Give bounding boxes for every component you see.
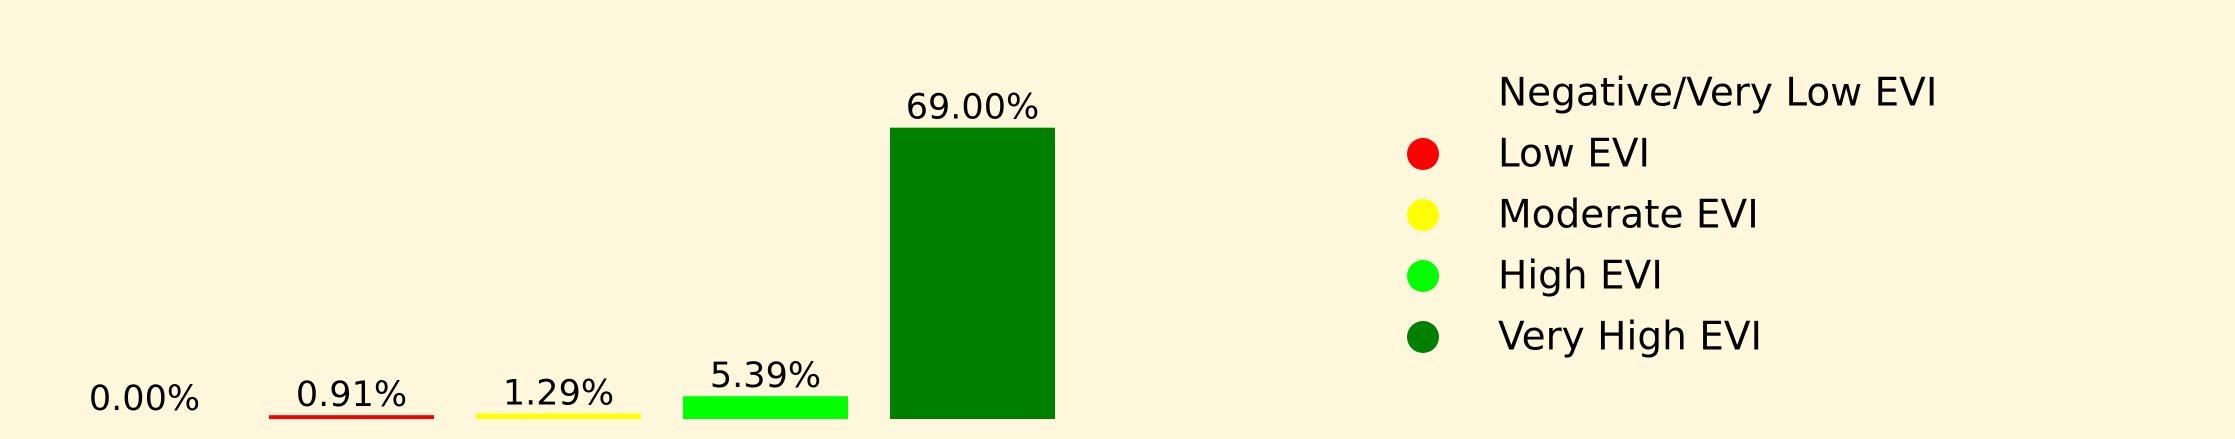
bars-layer — [269, 127, 1055, 420]
legend-label-1: Low EVI — [1498, 132, 1650, 177]
data-label-0: 0.00% — [89, 379, 200, 419]
legend-marker-2 — [1407, 199, 1439, 231]
bar-2 — [476, 413, 641, 419]
legend-label-4: Very High EVI — [1498, 315, 1762, 360]
legend-label-3: High EVI — [1498, 254, 1663, 299]
data-labels-layer: 0.00% 0.91% 1.29% 5.39% 69.00% — [89, 88, 1039, 419]
data-label-3: 5.39% — [710, 356, 821, 396]
legend-label-0: Negative/Very Low EVI — [1498, 71, 1937, 116]
data-label-1: 0.91% — [296, 375, 407, 415]
legend-marker-1 — [1407, 138, 1439, 170]
legend-marker-4 — [1407, 321, 1439, 353]
bar-3 — [683, 396, 848, 419]
legend-marker-3 — [1407, 260, 1439, 292]
legend-label-2: Moderate EVI — [1498, 193, 1759, 238]
data-label-4: 69.00% — [906, 88, 1039, 128]
bar-4 — [890, 127, 1055, 420]
bar-1 — [269, 415, 434, 419]
legend: Negative/Very Low EVI Low EVI Moderate EVI… — [1407, 71, 1937, 360]
data-label-2: 1.29% — [503, 374, 614, 414]
legend-marker-0 — [1407, 77, 1439, 109]
